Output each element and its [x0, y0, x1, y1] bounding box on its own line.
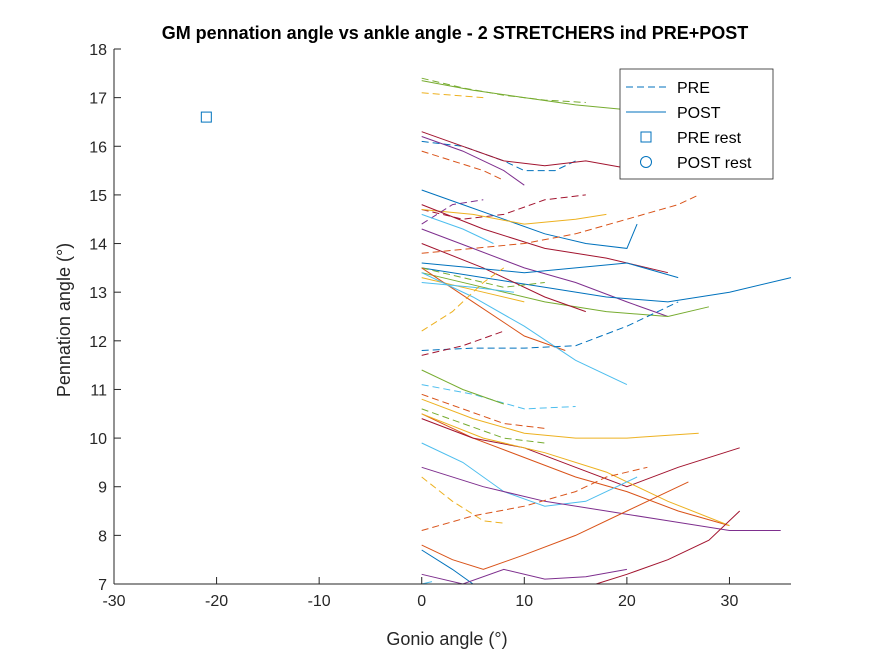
series-line-8 [421, 189, 638, 249]
series-line-40 [421, 549, 474, 585]
legend-post-label: POST [677, 105, 721, 122]
legend-box [619, 68, 774, 180]
series-line-29 [421, 393, 545, 429]
y-tick-label-6: 13 [89, 285, 107, 302]
series-line-32 [421, 413, 730, 527]
series-line-20 [421, 282, 515, 293]
series-line-21 [421, 267, 545, 288]
series-line-2 [421, 92, 484, 99]
series-line-30 [421, 398, 699, 439]
x-tick-label-2: -10 [308, 593, 331, 610]
axes: -30 -20 -10 0 10 20 30 7 8 9 10 11 12 13 14 15 16 17 18 [89, 42, 791, 610]
x-tick-label-0: -30 [102, 593, 125, 610]
y-tick-label-3: 10 [89, 431, 107, 448]
series-line-41 [421, 568, 627, 585]
y-tick-label-11: 18 [89, 42, 107, 59]
series-line-35 [421, 442, 638, 507]
series-line-14 [421, 213, 494, 244]
series-line-6 [421, 136, 525, 186]
y-tick-label-4: 11 [90, 382, 107, 399]
series-line-33 [421, 418, 740, 488]
series-line-16 [421, 272, 710, 318]
legend-pre-label: PRE [677, 80, 710, 97]
series-line-17 [421, 243, 586, 313]
series-line-24 [421, 267, 505, 332]
legend-pre-rest-label: PRE rest [677, 130, 742, 147]
series-line-34 [421, 413, 730, 527]
series-line-27 [421, 384, 576, 410]
series-line-28 [421, 369, 504, 405]
rest-marker-0 [200, 111, 212, 123]
series-line-38 [421, 466, 648, 531]
y-tick-label-2: 9 [98, 480, 107, 497]
legend-pre-rest-swatch [640, 131, 652, 143]
series-line-26 [421, 330, 504, 356]
x-tick-label-5: 20 [618, 593, 636, 610]
plot-lines [421, 77, 792, 585]
y-tick-label-7: 14 [89, 237, 107, 254]
series-line-39 [421, 481, 689, 570]
series-line-37 [421, 476, 504, 524]
x-axis-label: Gonio angle (°) [386, 629, 507, 649]
series-line-3 [421, 140, 576, 172]
series-line-10 [421, 228, 669, 317]
legend-post-rest-swatch [640, 156, 652, 168]
x-tick-label-3: 0 [417, 593, 426, 610]
y-tick-label-5: 12 [89, 334, 107, 351]
series-line-9 [421, 209, 607, 225]
series-line-0 [421, 77, 586, 103]
chart-title: GM pennation angle vs ankle angle - 2 ST… [162, 23, 749, 43]
y-tick-label-9: 16 [89, 139, 107, 156]
legend-post-rest-label: POST rest [677, 155, 752, 172]
series-line-36 [421, 466, 781, 531]
x-tick-label-1: -20 [205, 593, 228, 610]
y-tick-label-1: 8 [98, 528, 107, 545]
y-tick-label-10: 17 [89, 91, 107, 108]
y-axis-label: Pennation angle (°) [54, 243, 74, 397]
series-line-18 [421, 262, 679, 279]
series-line-42 [595, 510, 741, 585]
legend: PRE POST PRE rest POST rest [619, 68, 774, 180]
y-tick-label-8: 15 [89, 188, 107, 205]
x-tick-label-4: 10 [515, 593, 533, 610]
series-line-5 [421, 150, 505, 181]
plot-markers [200, 111, 212, 123]
y-tick-label-0: 7 [98, 577, 107, 594]
series-line-23 [421, 272, 628, 386]
series-line-12 [421, 194, 699, 254]
x-tick-label-6: 30 [721, 593, 739, 610]
series-line-15 [421, 267, 792, 303]
